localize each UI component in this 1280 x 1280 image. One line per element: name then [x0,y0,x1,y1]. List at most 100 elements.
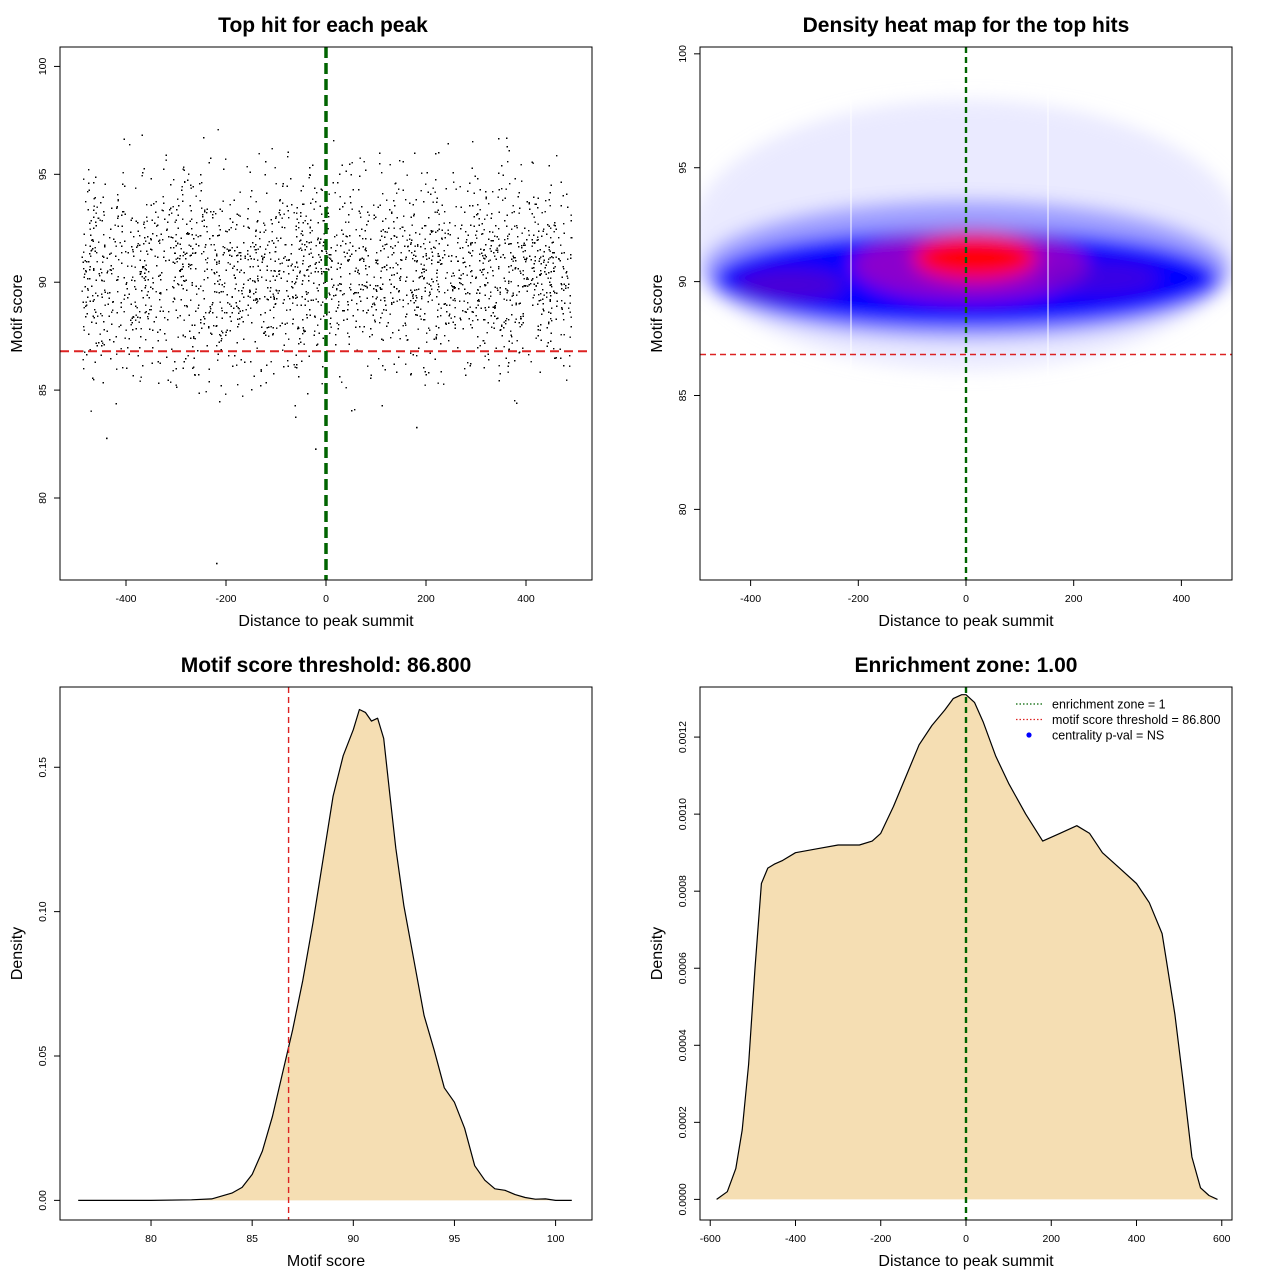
data-point [340,290,342,292]
data-point [484,218,486,220]
data-point [205,259,207,261]
data-point [569,365,571,367]
data-point [356,349,358,351]
data-point [373,204,375,206]
data-point [145,339,147,341]
data-point [492,270,494,272]
data-point [453,181,455,183]
data-point [429,293,431,295]
data-point [279,270,281,272]
data-point [246,166,248,168]
data-point [92,295,94,297]
data-point [510,243,512,245]
data-point [157,216,159,218]
data-point [189,205,191,207]
data-point [387,256,389,258]
data-point [227,262,229,264]
data-point [524,227,526,229]
data-point [320,259,322,261]
data-point [384,300,386,302]
data-point [279,263,281,265]
data-point [531,245,533,247]
data-point [145,240,147,242]
data-point [304,244,306,246]
data-point [511,314,513,316]
data-point [494,255,496,257]
data-point [362,238,364,240]
data-point [265,248,267,250]
data-point [399,338,401,340]
data-point [342,294,344,296]
data-point [382,193,384,195]
data-point [188,266,190,268]
data-point [415,255,417,257]
data-point [228,355,230,357]
data-point [183,319,185,321]
data-point [118,259,120,261]
data-point [88,169,90,171]
data-point [84,273,86,275]
data-point [405,199,407,201]
data-point [85,201,87,203]
data-point [530,361,532,363]
data-point [262,259,264,261]
data-point [106,272,108,274]
data-point [363,260,365,262]
data-point [177,242,179,244]
data-point [507,235,509,237]
data-point [177,214,179,216]
data-point [431,299,433,301]
data-point [419,233,421,235]
data-point [287,156,289,158]
data-point [123,277,125,279]
data-point [97,315,99,317]
data-point [452,289,454,291]
data-point [479,189,481,191]
data-point [101,293,103,295]
data-point [115,245,117,247]
data-point [368,214,370,216]
data-point [498,380,500,382]
data-point [392,247,394,249]
data-point [255,235,257,237]
data-point [117,200,119,202]
data-point [194,374,196,376]
data-point [570,257,572,259]
data-point [514,268,516,270]
data-point [402,161,404,163]
data-point [523,256,525,258]
data-point [415,295,417,297]
data-point [141,290,143,292]
data-point [487,272,489,274]
data-point [166,289,168,291]
data-point [320,268,322,270]
data-point [492,275,494,277]
data-point [150,305,152,307]
data-point [512,205,514,207]
data-point [464,368,466,370]
data-point [483,257,485,259]
data-point [310,252,312,254]
data-point [250,246,252,248]
data-point [528,202,530,204]
data-point [201,327,203,329]
data-point [88,189,90,191]
data-point [261,276,263,278]
data-point [298,343,300,345]
data-point [399,160,401,162]
data-point [119,242,121,244]
data-point [270,326,272,328]
data-point [550,295,552,297]
data-point [299,338,301,340]
data-point [349,242,351,244]
data-point [555,357,557,359]
data-point [236,364,238,366]
data-point [391,212,393,214]
data-point [548,272,550,274]
data-point [419,315,421,317]
data-point [217,129,219,131]
data-point [471,275,473,277]
data-point [518,192,520,194]
data-point [525,261,527,263]
data-point [258,153,260,155]
